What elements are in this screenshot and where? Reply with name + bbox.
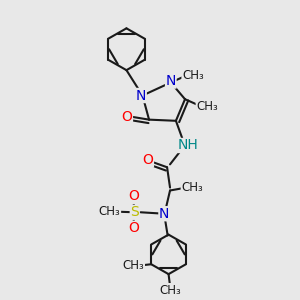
Text: CH₃: CH₃ bbox=[196, 100, 218, 113]
Text: NH: NH bbox=[177, 139, 198, 152]
Text: N: N bbox=[159, 207, 169, 221]
Text: CH₃: CH₃ bbox=[99, 205, 121, 218]
Text: CH₃: CH₃ bbox=[182, 69, 204, 82]
Text: N: N bbox=[136, 88, 146, 103]
Text: O: O bbox=[128, 221, 139, 235]
Text: CH₃: CH₃ bbox=[181, 181, 203, 194]
Text: O: O bbox=[122, 110, 132, 124]
Text: O: O bbox=[128, 189, 139, 203]
Text: S: S bbox=[130, 205, 139, 219]
Text: N: N bbox=[166, 74, 176, 88]
Text: CH₃: CH₃ bbox=[159, 284, 181, 297]
Text: CH₃: CH₃ bbox=[123, 259, 144, 272]
Text: O: O bbox=[142, 153, 153, 167]
